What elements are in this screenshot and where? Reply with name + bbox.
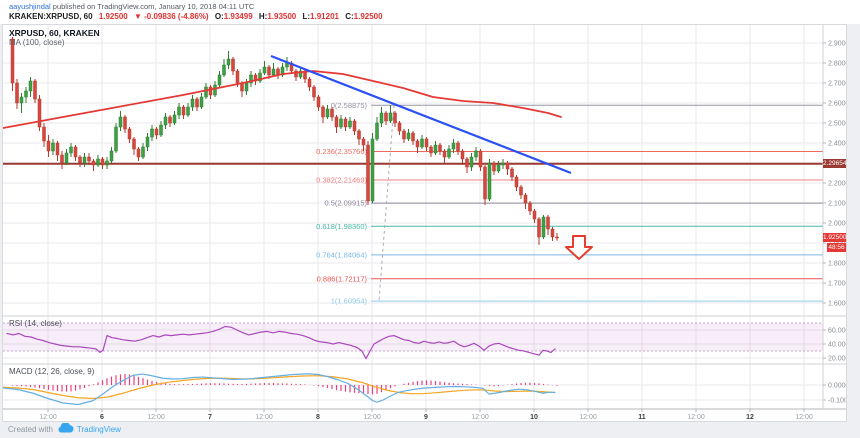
last-price: 1.92500 — [98, 12, 128, 21]
svg-text:40.0000: 40.0000 — [828, 342, 846, 349]
svg-text:0.5(2.09915): 0.5(2.09915) — [324, 199, 367, 208]
svg-text:2.00000: 2.00000 — [828, 221, 846, 228]
chart-legend-ma[interactable]: MA (100, close) — [9, 38, 65, 47]
svg-text:12:00: 12:00 — [471, 414, 489, 421]
close-value: 1.92500 — [353, 12, 383, 21]
svg-text:2.40000: 2.40000 — [828, 141, 846, 148]
svg-text:1(1.60954): 1(1.60954) — [331, 297, 368, 306]
svg-text:12:00: 12:00 — [255, 414, 273, 421]
tradingview-cloud-icon — [58, 422, 74, 435]
svg-text:12:00: 12:00 — [39, 414, 57, 421]
rsi-pane-title[interactable]: RSI (14, close) — [9, 319, 62, 328]
price-tag-last: 1.92500 — [823, 233, 847, 242]
svg-text:0.382(2.21469): 0.382(2.21469) — [316, 176, 367, 185]
svg-text:12:00: 12:00 — [795, 414, 813, 421]
svg-text:60.0000: 60.0000 — [828, 328, 846, 335]
svg-text:12:00: 12:00 — [363, 414, 381, 421]
price-change: ▼ -0.09836 (-4.86%) — [133, 12, 209, 21]
svg-text:0(2.58875): 0(2.58875) — [331, 101, 368, 110]
svg-text:7: 7 — [208, 414, 212, 421]
open-label: O: — [214, 12, 224, 21]
svg-text:-0.1000: -0.1000 — [828, 398, 846, 405]
svg-text:0.236(2.35766): 0.236(2.35766) — [316, 147, 367, 156]
svg-text:1.60000: 1.60000 — [828, 301, 846, 308]
chart-canvas[interactable]: 0(2.58875) 0.236(2.35766) 0.382(2.21469) 0.… — [3, 25, 846, 421]
svg-text:2.70000: 2.70000 — [828, 81, 846, 88]
svg-text:0.764(1.84064): 0.764(1.84064) — [316, 250, 367, 259]
publication-line: aayushjindal published on TradingView.co… — [9, 2, 254, 11]
publication-header: aayushjindal published on TradingView.co… — [0, 0, 860, 24]
price-tag-resistance: 2.29654 — [823, 159, 847, 168]
svg-text:6: 6 — [100, 414, 104, 421]
svg-text:20.0000: 20.0000 — [828, 356, 846, 363]
svg-text:12:00: 12:00 — [579, 414, 597, 421]
svg-text:8: 8 — [316, 414, 320, 421]
svg-text:2.50000: 2.50000 — [828, 121, 846, 128]
chart-card: 0(2.58875) 0.236(2.35766) 0.382(2.21469) 0.… — [2, 24, 847, 422]
symbol-ohlc-line: KRAKEN:XRPUSD, 60 1.92500 ▼ -0.09836 (-4… — [9, 12, 387, 21]
low-value: 1.91201 — [310, 12, 339, 21]
macd-pane-title[interactable]: MACD (12, 26, close, 9) — [9, 367, 95, 376]
svg-text:12: 12 — [746, 414, 754, 421]
published-text: published on TradingView.com, January 10… — [52, 2, 255, 11]
svg-text:9: 9 — [424, 414, 428, 421]
svg-text:2.10000: 2.10000 — [828, 201, 846, 208]
svg-text:0.886(1.72117): 0.886(1.72117) — [317, 274, 368, 283]
svg-text:0.0000: 0.0000 — [828, 383, 846, 390]
symbol-name[interactable]: KRAKEN:XRPUSD, 60 — [9, 12, 93, 21]
svg-text:10: 10 — [530, 414, 538, 421]
open-value: 1.93499 — [223, 12, 253, 21]
svg-text:12:00: 12:00 — [147, 414, 165, 421]
svg-text:0.618(1.98360): 0.618(1.98360) — [316, 222, 367, 231]
tradingview-brand-link[interactable]: TradingView — [76, 424, 121, 434]
svg-text:12:00: 12:00 — [687, 414, 705, 421]
high-value: 1.93500 — [267, 12, 297, 21]
low-label: L: — [302, 12, 311, 21]
svg-text:1.70000: 1.70000 — [828, 281, 846, 288]
bar-countdown: 48:56 — [827, 243, 846, 252]
author-link[interactable]: aayushjindal — [9, 2, 51, 11]
created-with-text: Created with — [8, 424, 53, 434]
close-label: C: — [345, 12, 354, 21]
footer-attribution: Created with TradingView — [8, 422, 121, 435]
svg-text:2.20000: 2.20000 — [828, 181, 846, 188]
svg-text:2.90000: 2.90000 — [828, 41, 846, 48]
high-label: H: — [258, 12, 268, 21]
svg-text:2.80000: 2.80000 — [828, 61, 846, 68]
svg-text:2.60000: 2.60000 — [828, 101, 846, 108]
svg-text:1.80000: 1.80000 — [828, 261, 846, 268]
chart-legend-symbol[interactable]: XRPUSD, 60, KRAKEN — [9, 28, 100, 38]
svg-text:11: 11 — [638, 414, 646, 421]
